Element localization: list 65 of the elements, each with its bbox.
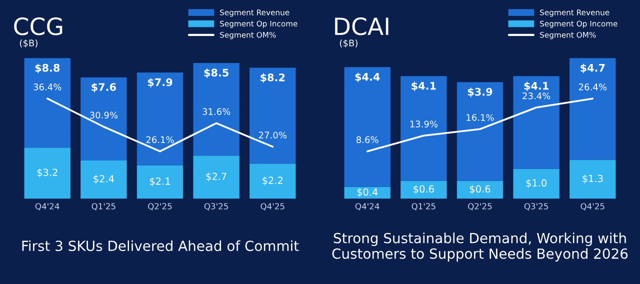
bar [456, 82, 504, 181]
x-tick-label: Q3'25 [524, 203, 548, 210]
bar [570, 160, 616, 199]
bar [400, 76, 447, 181]
data-label: $2.4 [94, 174, 114, 184]
bar [250, 164, 296, 199]
data-label: $2.7 [206, 172, 226, 182]
x-tick-label: Q4'24 [355, 203, 380, 210]
total-label: $8.5 [204, 68, 228, 78]
bar [400, 180, 447, 199]
bar [136, 72, 184, 166]
chart-title: DCAI [335, 17, 388, 36]
data-label: $3.2 [37, 168, 58, 178]
total-label: $4.7 [580, 64, 605, 74]
y-axis-title: ($B) [340, 39, 358, 48]
total-label: $4.1 [412, 82, 436, 92]
text: First 3 SKUs Delivered Ahead of Commit [22, 240, 299, 252]
bar [80, 77, 127, 160]
total-label: $3.9 [468, 88, 492, 98]
chart-title: CCG [14, 17, 62, 36]
x-tick-label: Q4'24 [35, 203, 60, 210]
total-label: $8.2 [260, 73, 285, 83]
y-axis-title: ($B) [20, 39, 38, 48]
total-label: $7.6 [92, 82, 116, 92]
bar [513, 168, 560, 199]
bar [570, 58, 616, 160]
data-label: 26.1% [146, 136, 174, 144]
bar [80, 160, 127, 199]
data-label: $2.1 [150, 177, 170, 186]
data-label: 13.9% [410, 120, 438, 128]
data-label: 27.0% [258, 132, 286, 139]
bar [250, 68, 296, 164]
data-label: $1.0 [526, 179, 546, 188]
data-label: 31.6% [202, 108, 230, 115]
data-label: $2.2 [262, 176, 282, 186]
data-label: $1.3 [582, 174, 603, 184]
data-label: 36.4% [34, 84, 62, 90]
data-label: 16.1% [466, 114, 494, 121]
x-tick-label: Q1'25 [412, 203, 436, 210]
x-tick-label: Q2'25 [468, 203, 492, 210]
data-label: 23.4% [522, 92, 550, 100]
total-label: $8.8 [35, 64, 60, 74]
data-label: 8.6% [356, 136, 378, 144]
bar [24, 58, 70, 148]
data-label: 30.9% [90, 112, 118, 119]
bar [456, 180, 504, 199]
total-label: $4.4 [355, 72, 380, 82]
bar [193, 156, 240, 199]
data-label: $0.6 [470, 185, 490, 194]
data-label: $0.6 [414, 185, 434, 194]
x-tick-label: Q4'25 [580, 203, 604, 210]
x-tick-label: Q1'25 [92, 203, 116, 210]
data-label: $0.4 [357, 188, 378, 197]
bar [24, 148, 70, 199]
x-tick-label: Q3'25 [204, 203, 228, 210]
total-label: $4.1 [524, 82, 548, 92]
bar [344, 67, 390, 187]
x-tick-label: Q4'25 [260, 203, 284, 210]
x-tick-label: Q2'25 [148, 203, 172, 210]
bar [136, 165, 184, 199]
total-label: $7.9 [148, 78, 172, 88]
text: Strong Sustainable Demand, Working with Customers to Support Needs Beyond 2026 [332, 232, 628, 262]
data-label: 26.4% [578, 84, 606, 90]
bar [513, 76, 560, 169]
bar [193, 62, 240, 156]
